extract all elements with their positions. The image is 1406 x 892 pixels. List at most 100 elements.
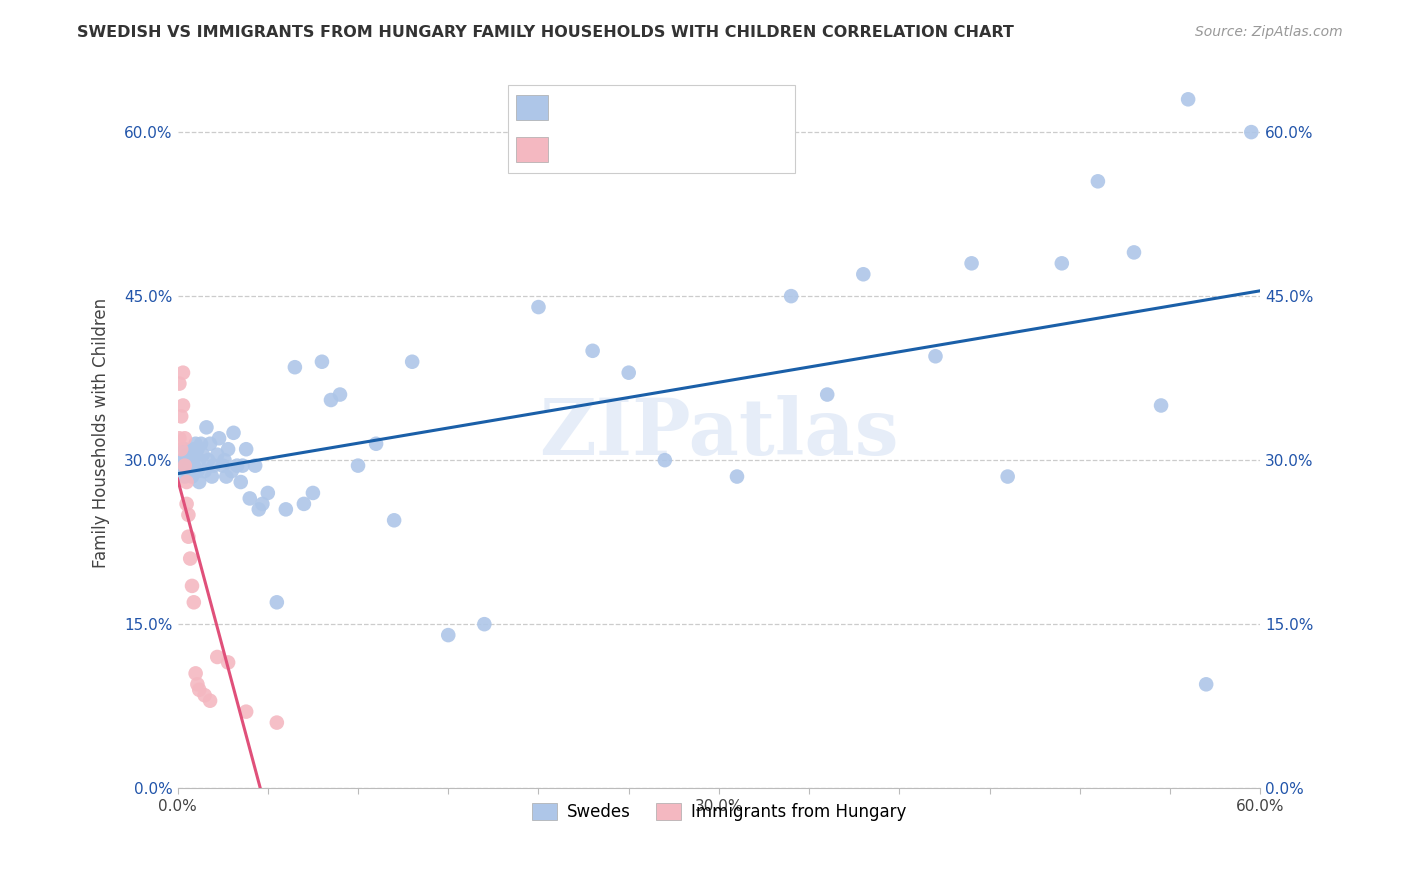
Point [181, 448, 204, 462]
Point [239, 491, 262, 506]
Point [217, 656, 239, 670]
Point [1150, 399, 1173, 413]
Point [527, 300, 550, 314]
Point [581, 343, 603, 358]
Point [211, 458, 233, 473]
Point [217, 442, 239, 457]
Point [179, 453, 201, 467]
Point [222, 425, 245, 440]
Point [252, 497, 274, 511]
Point [1240, 125, 1263, 139]
Point [179, 448, 201, 462]
Point [1087, 174, 1109, 188]
Point [232, 458, 254, 473]
Point [207, 448, 229, 462]
Point [1177, 92, 1199, 106]
Point [1123, 245, 1146, 260]
Point [176, 497, 198, 511]
Point [177, 464, 200, 478]
Point [183, 458, 205, 473]
Point [172, 458, 194, 473]
Point [194, 464, 217, 478]
Point [235, 442, 257, 457]
Point [197, 453, 219, 467]
Point [177, 508, 200, 522]
Point [852, 267, 875, 281]
Point [382, 513, 405, 527]
Point [172, 366, 194, 380]
Point [997, 469, 1019, 483]
Point [179, 551, 201, 566]
Point [181, 579, 204, 593]
Point [179, 464, 201, 478]
Point [311, 355, 333, 369]
Point [169, 376, 191, 391]
Point [617, 366, 640, 380]
Point [780, 289, 803, 303]
Point [364, 436, 387, 450]
Point [229, 475, 252, 489]
Point [176, 458, 198, 473]
Point [202, 458, 225, 473]
Point [347, 458, 370, 473]
Point [266, 715, 288, 730]
Point [292, 497, 315, 511]
Point [169, 458, 191, 473]
Point [188, 453, 211, 467]
Point [170, 453, 193, 467]
Point [177, 530, 200, 544]
Point [215, 469, 238, 483]
Point [176, 448, 198, 462]
Point [184, 448, 207, 462]
Point [815, 387, 838, 401]
Point [472, 617, 495, 632]
Point [170, 458, 193, 473]
Point [170, 409, 193, 424]
Point [188, 682, 211, 697]
Point [177, 458, 200, 473]
Point [184, 666, 207, 681]
Point [181, 458, 204, 473]
Point [172, 399, 194, 413]
Point [214, 453, 236, 467]
Point [177, 453, 200, 467]
Point [1195, 677, 1218, 691]
Legend: Swedes, Immigrants from Hungary: Swedes, Immigrants from Hungary [523, 795, 914, 830]
Point [654, 453, 676, 467]
Text: SWEDISH VS IMMIGRANTS FROM HUNGARY FAMILY HOUSEHOLDS WITH CHILDREN CORRELATION C: SWEDISH VS IMMIGRANTS FROM HUNGARY FAMIL… [77, 25, 1014, 40]
Point [201, 469, 224, 483]
Point [176, 458, 198, 473]
Point [173, 458, 195, 473]
Point [284, 360, 307, 375]
Point [1050, 256, 1073, 270]
Point [198, 436, 221, 450]
Point [207, 650, 229, 665]
Point [302, 486, 325, 500]
Point [173, 458, 195, 473]
Point [183, 442, 205, 457]
Point [172, 453, 194, 467]
Point [188, 475, 211, 489]
Point [186, 464, 208, 478]
Point [725, 469, 748, 483]
Point [183, 595, 205, 609]
Point [186, 442, 208, 457]
Point [173, 442, 195, 457]
Point [243, 458, 266, 473]
Point [173, 469, 195, 483]
Point [169, 431, 191, 445]
Point [235, 705, 257, 719]
Point [186, 677, 208, 691]
Point [274, 502, 297, 516]
Text: Source: ZipAtlas.com: Source: ZipAtlas.com [1195, 25, 1343, 39]
Point [208, 431, 231, 445]
Point [181, 469, 204, 483]
Point [266, 595, 288, 609]
Point [184, 436, 207, 450]
Point [173, 431, 195, 445]
Point [226, 458, 249, 473]
Text: ZIPatlas: ZIPatlas [538, 395, 898, 471]
Y-axis label: Family Households with Children: Family Households with Children [93, 298, 110, 568]
Point [256, 486, 278, 500]
Point [221, 464, 243, 478]
